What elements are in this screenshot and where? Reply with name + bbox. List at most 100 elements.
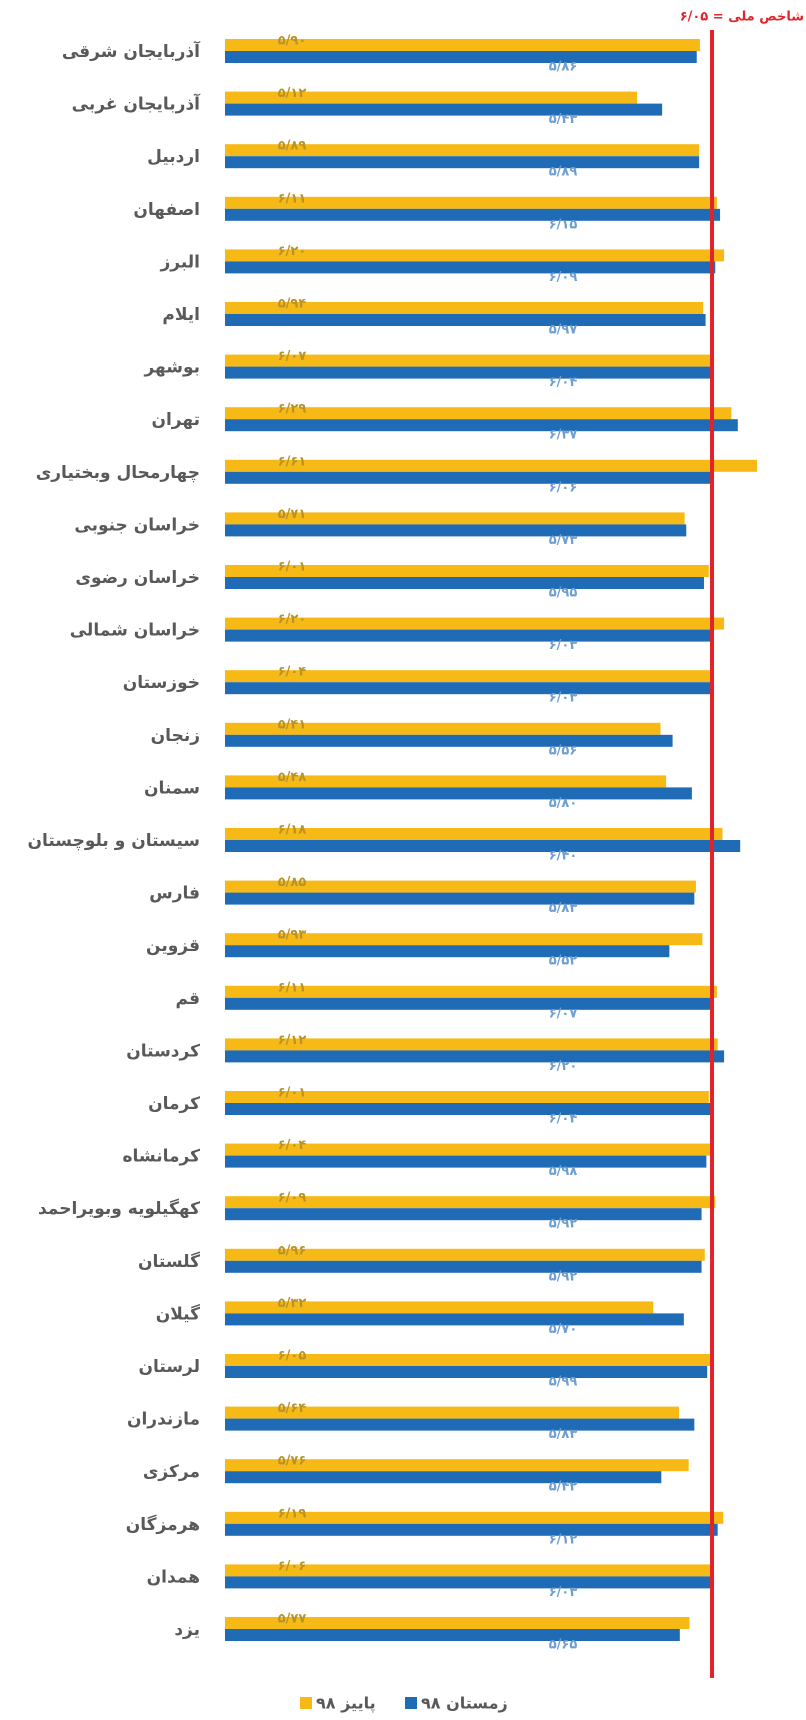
value-label: ۵/۴۱ [278, 717, 307, 732]
value-label: ۵/۹۰ [278, 34, 307, 49]
bar [225, 103, 663, 116]
category-label: کرمانشاه [123, 1147, 201, 1167]
value-label: ۵/۸۹ [549, 165, 578, 180]
bar [225, 1418, 695, 1431]
value-label: ۶/۰۵ [278, 1349, 307, 1364]
legend-swatch [300, 1697, 312, 1709]
value-label: ۵/۱۲ [278, 86, 307, 101]
value-label: ۵/۷۳ [549, 533, 578, 548]
bar [225, 366, 712, 379]
category-label: قم [176, 989, 200, 1009]
bar [225, 407, 732, 420]
bar [225, 208, 721, 221]
category-label: چهارمحال وبختیاری [36, 463, 200, 483]
category-label: گیلان [156, 1303, 200, 1324]
value-label: ۶/۲۰ [549, 1059, 578, 1074]
value-label: ۶/۰۶ [278, 1559, 307, 1574]
bar [225, 156, 700, 169]
value-label: ۶/۰۱ [278, 1086, 307, 1101]
category-label: هرمزگان [126, 1514, 200, 1535]
value-label: ۵/۸۶ [549, 60, 578, 75]
value-label: ۵/۷۷ [278, 1612, 307, 1627]
value-label: ۵/۷۰ [549, 1322, 578, 1337]
reference-label: شاخص ملی = ۶/۰۵ [680, 10, 804, 25]
value-label: ۵/۷۱ [278, 507, 307, 522]
bar [225, 892, 695, 905]
value-label: ۶/۰۷ [278, 349, 307, 364]
legend-label: پاییز ۹۸ [316, 1694, 376, 1714]
bar [225, 1248, 705, 1261]
bar [225, 1301, 654, 1314]
bar [225, 1103, 712, 1115]
bar [225, 787, 692, 800]
bar [225, 670, 712, 683]
value-label: ۶/۱۹ [278, 1506, 307, 1521]
value-label: ۶/۰۴ [549, 375, 578, 390]
value-label: ۵/۸۳ [549, 1427, 578, 1442]
bar [225, 880, 696, 893]
bar [225, 629, 711, 642]
category-label: خوزستان [123, 673, 200, 693]
bar [225, 997, 714, 1010]
bar [225, 524, 687, 537]
value-label: ۵/۹۳ [278, 928, 307, 943]
bar [225, 1038, 718, 1051]
category-label: ایلام [162, 305, 200, 325]
value-label: ۶/۱۲ [549, 1532, 578, 1547]
bar [225, 1260, 702, 1273]
value-label: ۵/۶۴ [278, 1401, 307, 1416]
bar [225, 1196, 716, 1209]
value-label: ۶/۰۶ [549, 480, 578, 495]
bar [225, 1155, 707, 1168]
value-label: ۶/۰۳ [549, 1585, 578, 1600]
category-label: کرمان [148, 1094, 200, 1114]
category-label: گلستان [138, 1251, 200, 1272]
value-label: ۶/۱۸ [278, 823, 307, 838]
category-label: آذربایجان شرقی [62, 40, 201, 62]
value-label: ۶/۱۱ [278, 980, 307, 995]
value-label: ۶/۰۷ [549, 1006, 578, 1021]
value-label: ۵/۳۲ [278, 1296, 307, 1311]
value-label: ۵/۸۳ [549, 901, 578, 916]
category-label: بوشهر [143, 358, 200, 378]
bar [225, 734, 673, 747]
bar [225, 945, 670, 958]
bar [225, 1617, 690, 1629]
value-label: ۵/۹۹ [549, 1375, 578, 1390]
value-label: ۶/۲۰ [278, 244, 307, 259]
value-label: ۵/۹۸ [549, 1164, 578, 1179]
value-label: ۶/۰۴ [278, 1138, 307, 1153]
bar [225, 471, 713, 484]
value-label: ۵/۹۲ [549, 1269, 578, 1284]
value-label: ۵/۴۲ [549, 1480, 578, 1495]
bar [225, 144, 700, 157]
category-label: اردبیل [147, 147, 200, 167]
value-label: ۵/۷۶ [278, 1454, 307, 1469]
bar [225, 617, 725, 630]
category-label: خراسان جنوبی [74, 515, 200, 535]
value-label: ۶/۳۷ [549, 428, 578, 443]
bar [225, 91, 638, 104]
bar [225, 985, 717, 998]
value-label: ۵/۴۸ [278, 770, 307, 785]
value-label: ۶/۰۹ [278, 1191, 307, 1206]
bar [225, 682, 711, 695]
bar [225, 1471, 662, 1484]
bar [225, 1523, 718, 1536]
value-label: ۶/۰۱ [278, 560, 307, 575]
value-label: ۶/۰۳ [549, 638, 578, 653]
bar [225, 1564, 713, 1577]
bar [225, 1406, 680, 1419]
value-label: ۵/۵۲ [549, 954, 578, 969]
value-label: ۶/۲۰ [278, 612, 307, 627]
bar [225, 565, 709, 577]
bar [225, 1313, 684, 1326]
category-label: البرز [159, 252, 200, 272]
value-label: ۶/۶۱ [278, 454, 307, 469]
bar [225, 828, 723, 840]
bar [225, 1629, 680, 1641]
category-label: یزد [174, 1620, 200, 1640]
bar [225, 51, 697, 63]
category-label: آذربایجان غربی [72, 93, 201, 115]
